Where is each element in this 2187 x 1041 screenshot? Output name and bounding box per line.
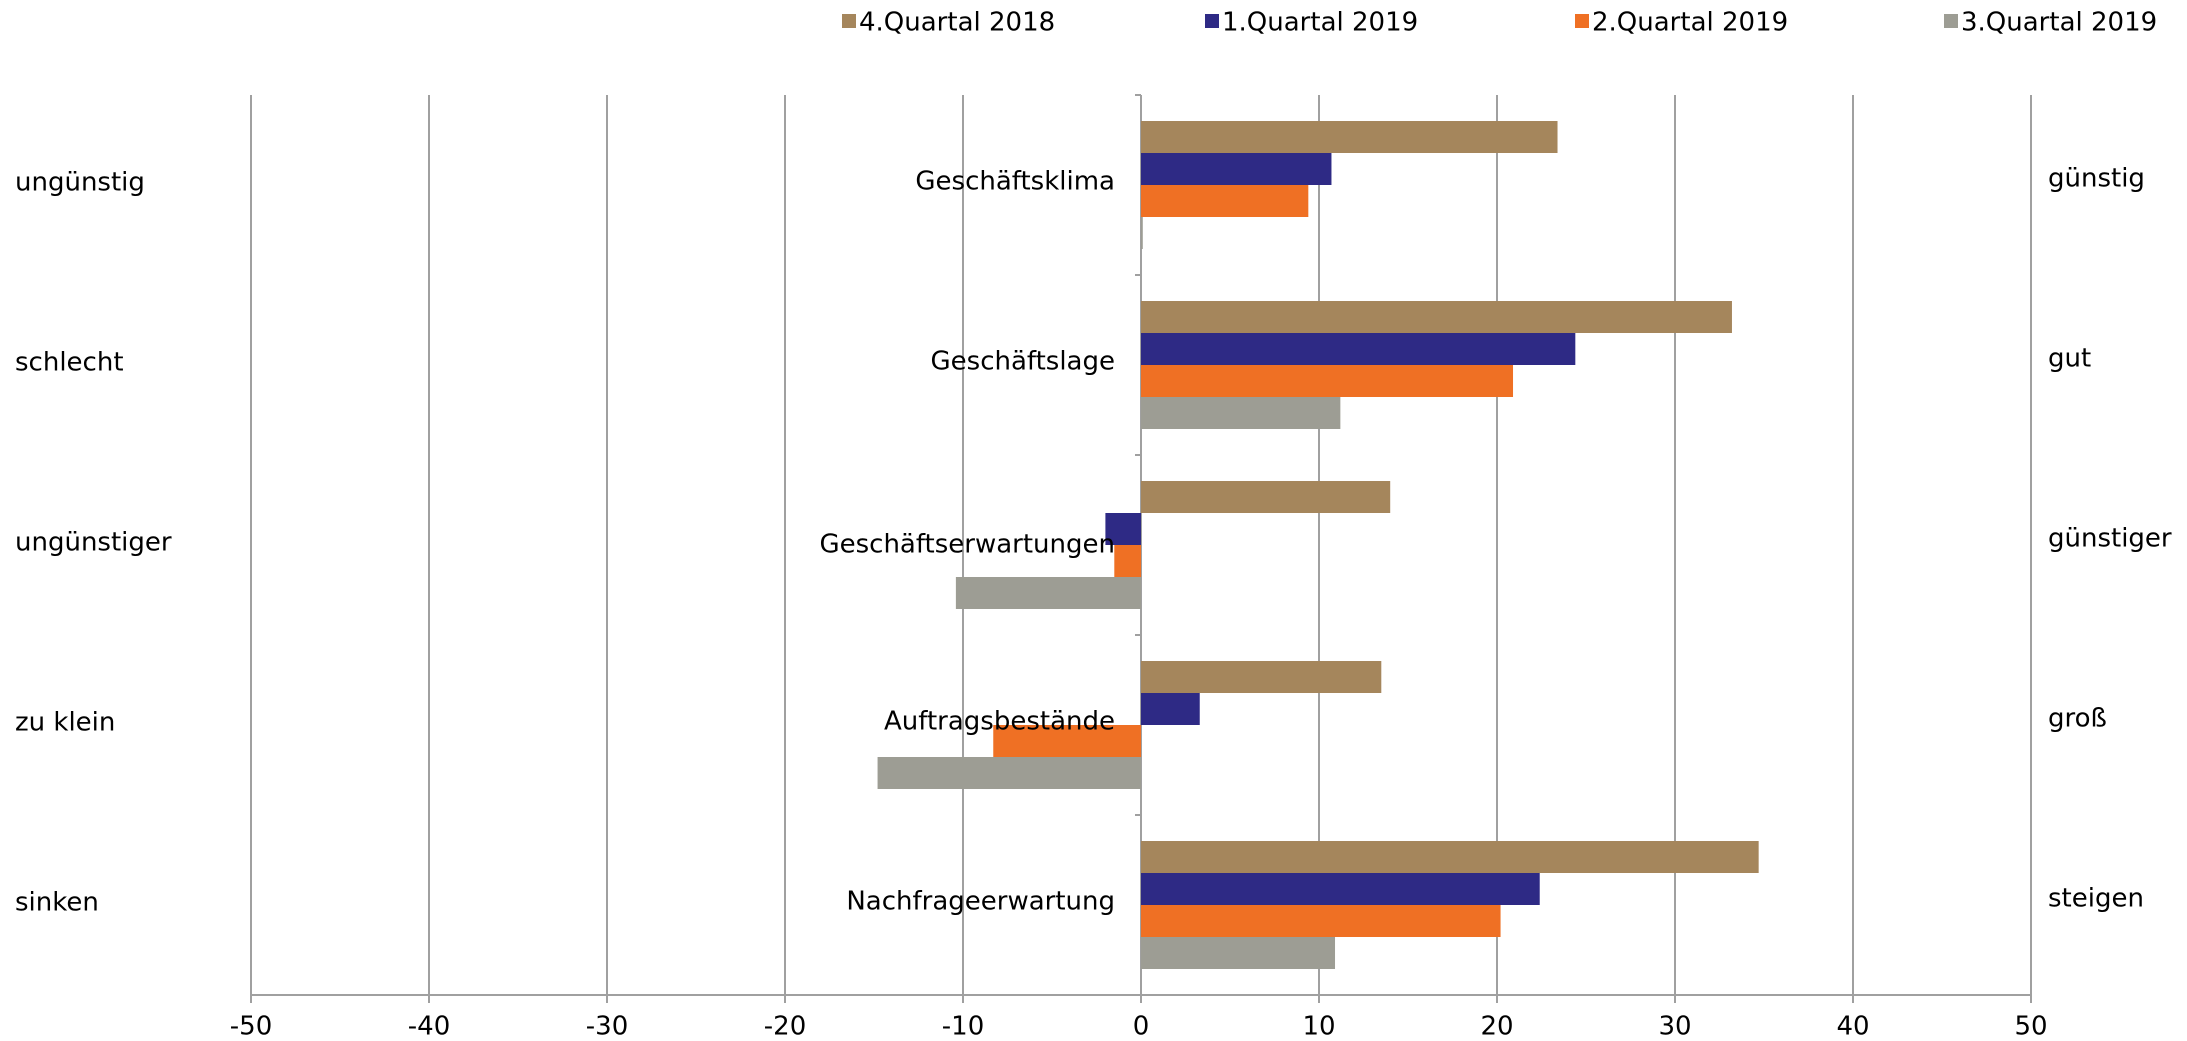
right-label: gut (2048, 344, 2091, 374)
left-label: sinken (15, 888, 99, 918)
category-label: Auftragsbestände (884, 707, 1115, 737)
bar (1141, 873, 1540, 905)
legend-swatch (1575, 14, 1589, 28)
bar (1141, 841, 1759, 873)
right-label: groß (2048, 704, 2107, 734)
bar (1141, 693, 1200, 725)
legend-label: 1.Quartal 2019 (1222, 8, 1418, 38)
right-label: günstig (2048, 164, 2145, 194)
bar (1141, 937, 1336, 969)
x-tick-label: 40 (1836, 1012, 1869, 1041)
category-label: Nachfrageerwartung (846, 887, 1115, 917)
bar (1141, 153, 1332, 185)
legend-label: 2.Quartal 2019 (1592, 8, 1788, 38)
bar (1141, 905, 1501, 937)
x-tick-label: -10 (942, 1012, 984, 1041)
x-tick-label: 0 (1133, 1012, 1150, 1041)
legend-swatch (1205, 14, 1219, 28)
bar (1141, 365, 1514, 397)
left-label: schlecht (15, 348, 124, 378)
x-tick-label: 50 (2014, 1012, 2047, 1041)
x-tick-label: 10 (1302, 1012, 1335, 1041)
bar (1141, 333, 1576, 365)
bar (1105, 513, 1141, 545)
x-tick-label: 30 (1658, 1012, 1691, 1041)
bar (1141, 661, 1382, 693)
legend-swatch (842, 14, 856, 28)
bar (1141, 481, 1391, 513)
legend-label: 3.Quartal 2019 (1961, 8, 2157, 38)
bar (1141, 185, 1309, 217)
x-tick-label: -40 (408, 1012, 450, 1041)
left-label: zu klein (15, 708, 115, 738)
x-tick-label: 20 (1480, 1012, 1513, 1041)
category-label: Geschäftslage (931, 347, 1116, 377)
bar (1114, 545, 1141, 577)
bar (1141, 217, 1143, 249)
bar (877, 757, 1141, 789)
category-label: Geschäftserwartungen (819, 530, 1115, 560)
legend-swatch (1944, 14, 1958, 28)
category-label: Geschäftsklima (915, 167, 1115, 197)
bar (1141, 301, 1732, 333)
bar (1141, 397, 1341, 429)
right-label: günstiger (2048, 524, 2172, 554)
left-label: ungünstig (15, 168, 145, 198)
bar (955, 577, 1141, 609)
legend-label: 4.Quartal 2018 (859, 8, 1055, 38)
x-tick-label: -30 (586, 1012, 628, 1041)
left-label: ungünstiger (15, 528, 172, 558)
x-tick-label: -20 (764, 1012, 806, 1041)
bar (1141, 121, 1558, 153)
right-label: steigen (2048, 884, 2144, 914)
bar (993, 725, 1141, 757)
x-tick-label: -50 (230, 1012, 272, 1041)
